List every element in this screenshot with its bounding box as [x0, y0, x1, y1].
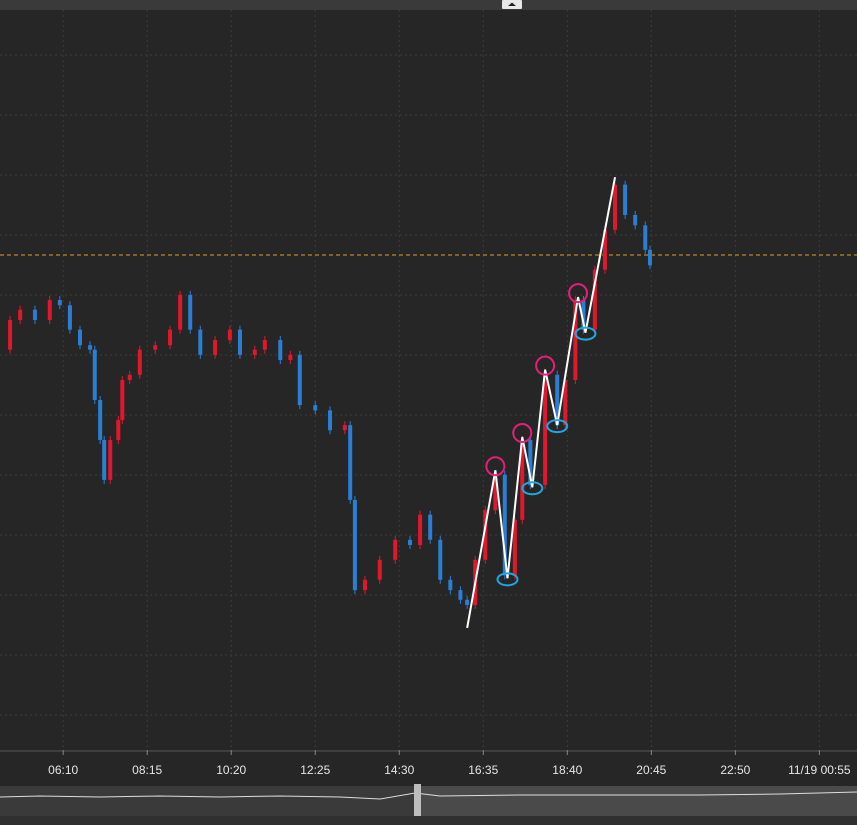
candle	[623, 184, 628, 215]
swing-low-marker	[546, 419, 569, 434]
candle	[408, 539, 413, 546]
candle	[237, 329, 242, 355]
candle	[483, 510, 488, 560]
navigator-handle[interactable]	[414, 784, 421, 816]
candle	[213, 340, 218, 355]
candle	[528, 439, 533, 486]
candle	[362, 579, 367, 591]
candle	[342, 425, 347, 431]
candle	[297, 354, 302, 406]
swing-high-marker	[568, 283, 589, 304]
candle	[563, 380, 568, 426]
candle	[262, 340, 267, 350]
candle	[278, 340, 283, 361]
candle	[8, 320, 13, 350]
candle	[543, 374, 548, 486]
x-tick-label: 08:15	[132, 763, 162, 777]
scrollbar[interactable]	[0, 816, 857, 825]
x-tick-label: 22:50	[720, 763, 750, 777]
zigzag-line	[466, 177, 617, 629]
candle	[188, 294, 193, 330]
candle	[348, 425, 353, 500]
candle	[512, 519, 517, 576]
candle	[393, 539, 398, 560]
candle	[108, 439, 113, 480]
swing-high-marker	[512, 422, 533, 443]
x-tick-label: 11/19 00:55	[788, 763, 851, 777]
candle	[418, 514, 423, 546]
candle	[102, 439, 107, 480]
top-bar	[0, 0, 857, 10]
candle	[288, 354, 293, 361]
candle	[377, 559, 382, 580]
x-tick-label: 18:40	[552, 763, 582, 777]
candle	[613, 184, 618, 230]
collapse-icon	[508, 2, 516, 6]
x-tick-label: 10:20	[216, 763, 246, 777]
candle	[168, 329, 173, 346]
candle	[67, 305, 72, 330]
candle	[137, 349, 142, 375]
candle	[502, 474, 507, 576]
candle	[448, 579, 453, 591]
swing-high-marker	[535, 355, 556, 376]
swing-high-marker	[485, 456, 506, 477]
candle	[88, 345, 93, 350]
swing-low-marker	[574, 326, 597, 341]
candle	[647, 249, 652, 266]
candle	[581, 300, 586, 330]
candle	[633, 214, 638, 226]
x-tick-label: 20:45	[636, 763, 666, 777]
swing-low-marker	[496, 572, 519, 587]
candle	[493, 474, 498, 511]
candle	[32, 309, 37, 321]
candle	[313, 405, 318, 411]
candle	[18, 309, 23, 321]
candle	[116, 419, 121, 440]
x-tick-label: 12:25	[300, 763, 330, 777]
candle	[573, 300, 578, 380]
candle	[178, 294, 183, 330]
candle	[438, 539, 443, 580]
candle	[120, 380, 125, 420]
candle	[428, 514, 433, 540]
candle	[328, 410, 333, 431]
x-tick-label: 16:35	[468, 763, 498, 777]
candle	[555, 374, 560, 426]
candle	[47, 300, 52, 321]
candle	[127, 374, 132, 380]
candle	[153, 345, 158, 350]
candle	[92, 349, 97, 400]
candle	[98, 399, 103, 440]
candle	[352, 499, 357, 591]
x-tick-label: 14:30	[384, 763, 414, 777]
candle	[643, 225, 648, 250]
candle	[77, 329, 82, 346]
candle	[198, 329, 203, 355]
swing-low-marker	[521, 481, 544, 496]
candle	[458, 590, 463, 600]
candle	[520, 439, 525, 520]
candle	[227, 329, 232, 341]
navigator-left	[0, 786, 415, 816]
candle	[252, 349, 257, 355]
navigator-line	[0, 791, 857, 800]
candle	[465, 599, 470, 605]
x-tick-label: 06:10	[48, 763, 78, 777]
candle	[592, 269, 597, 330]
candle	[57, 300, 62, 306]
candle	[602, 229, 607, 270]
